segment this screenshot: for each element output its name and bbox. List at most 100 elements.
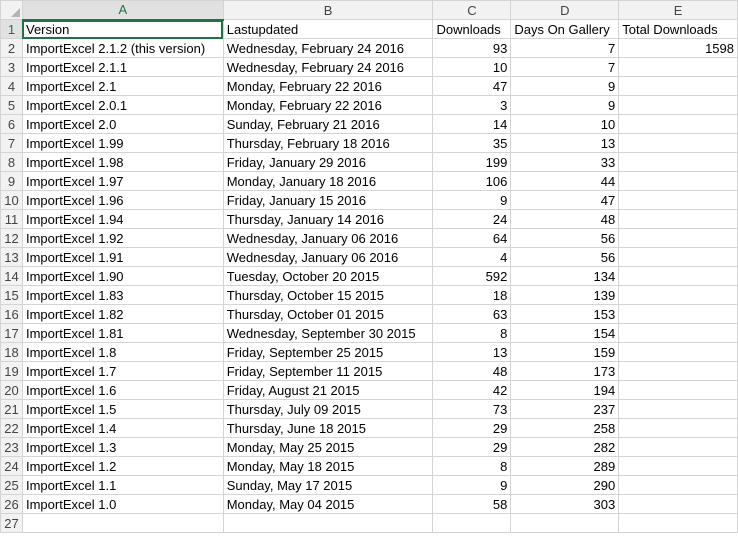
cell-lastupdated[interactable]: Friday, August 21 2015 <box>222 380 434 400</box>
cell-empty[interactable] <box>618 114 738 134</box>
cell-version[interactable]: ImportExcel 1.1 <box>21 475 224 495</box>
cell-days-on-gallery[interactable]: 9 <box>510 95 620 115</box>
cell-empty[interactable] <box>432 513 512 533</box>
cell-version[interactable]: ImportExcel 1.83 <box>21 285 224 305</box>
column-header-a[interactable]: A <box>21 0 224 21</box>
cell-empty[interactable] <box>618 247 738 267</box>
cell-lastupdated[interactable]: Tuesday, October 20 2015 <box>222 266 434 286</box>
cell-lastupdated[interactable]: Wednesday, February 24 2016 <box>222 38 434 58</box>
worksheet-grid[interactable]: A B C D E 1 Version Lastupdated Download… <box>0 0 738 533</box>
cell-days-on-gallery[interactable]: 153 <box>510 304 620 324</box>
cell-lastupdated-header[interactable]: Lastupdated <box>222 19 434 39</box>
row-header[interactable]: 22 <box>0 418 23 438</box>
row-header[interactable]: 20 <box>0 380 23 400</box>
cell-days-on-gallery[interactable]: 7 <box>510 38 620 58</box>
cell-lastupdated[interactable]: Thursday, July 09 2015 <box>222 399 434 419</box>
cell-empty[interactable] <box>618 380 738 400</box>
cell-downloads[interactable]: 93 <box>432 38 512 58</box>
cell-empty[interactable] <box>618 190 738 210</box>
cell-empty[interactable] <box>618 95 738 115</box>
cell-empty[interactable] <box>618 361 738 381</box>
cell-version[interactable]: ImportExcel 2.1.2 (this version) <box>21 38 224 58</box>
cell-days-on-gallery[interactable]: 7 <box>510 57 620 77</box>
cell-downloads[interactable]: 14 <box>432 114 512 134</box>
cell-downloads[interactable]: 47 <box>432 76 512 96</box>
cell-downloads[interactable]: 13 <box>432 342 512 362</box>
cell-empty[interactable] <box>510 513 620 533</box>
cell-lastupdated[interactable]: Friday, January 29 2016 <box>222 152 434 172</box>
row-header[interactable]: 21 <box>0 399 23 419</box>
cell-downloads[interactable]: 24 <box>432 209 512 229</box>
cell-empty[interactable] <box>618 437 738 457</box>
cell-downloads[interactable]: 29 <box>432 437 512 457</box>
cell-lastupdated[interactable]: Sunday, February 21 2016 <box>222 114 434 134</box>
cell-total-header[interactable]: Total Downloads <box>618 19 738 39</box>
cell-downloads[interactable]: 199 <box>432 152 512 172</box>
row-header[interactable]: 3 <box>0 57 23 77</box>
cell-version[interactable]: ImportExcel 1.94 <box>21 209 224 229</box>
cell-downloads[interactable]: 29 <box>432 418 512 438</box>
cell-lastupdated[interactable]: Wednesday, September 30 2015 <box>222 323 434 343</box>
cell-days-on-gallery[interactable]: 194 <box>510 380 620 400</box>
row-header[interactable]: 7 <box>0 133 23 153</box>
cell-lastupdated[interactable]: Monday, May 04 2015 <box>222 494 434 514</box>
cell-version[interactable]: ImportExcel 1.3 <box>21 437 224 457</box>
row-header[interactable]: 1 <box>0 19 23 39</box>
row-header[interactable]: 24 <box>0 456 23 476</box>
row-header[interactable]: 5 <box>0 95 23 115</box>
cell-version[interactable]: ImportExcel 1.5 <box>21 399 224 419</box>
cell-downloads[interactable]: 592 <box>432 266 512 286</box>
cell-days-on-gallery[interactable]: 290 <box>510 475 620 495</box>
cell-downloads[interactable]: 8 <box>432 323 512 343</box>
cell-downloads[interactable]: 9 <box>432 190 512 210</box>
row-header[interactable]: 10 <box>0 190 23 210</box>
cell-version[interactable]: ImportExcel 1.8 <box>21 342 224 362</box>
cell-lastupdated[interactable]: Thursday, January 14 2016 <box>222 209 434 229</box>
cell-downloads[interactable]: 10 <box>432 57 512 77</box>
cell-empty[interactable] <box>618 228 738 248</box>
cell-empty[interactable] <box>618 418 738 438</box>
cell-days-on-gallery[interactable]: 139 <box>510 285 620 305</box>
cell-days-on-gallery[interactable]: 303 <box>510 494 620 514</box>
cell-downloads[interactable]: 73 <box>432 399 512 419</box>
row-header[interactable]: 4 <box>0 76 23 96</box>
cell-days-on-gallery[interactable]: 237 <box>510 399 620 419</box>
cell-downloads[interactable]: 64 <box>432 228 512 248</box>
cell-version[interactable]: ImportExcel 1.92 <box>21 228 224 248</box>
cell-lastupdated[interactable]: Monday, May 18 2015 <box>222 456 434 476</box>
cell-version[interactable]: ImportExcel 2.0.1 <box>21 95 224 115</box>
cell-empty[interactable] <box>618 209 738 229</box>
cell-version[interactable]: ImportExcel 1.96 <box>21 190 224 210</box>
column-header-e[interactable]: E <box>618 0 738 20</box>
cell-version[interactable]: ImportExcel 2.1 <box>21 76 224 96</box>
cell-lastupdated[interactable]: Wednesday, February 24 2016 <box>222 57 434 77</box>
cell-days-on-gallery[interactable]: 44 <box>510 171 620 191</box>
cell-empty[interactable] <box>618 266 738 286</box>
cell-empty[interactable] <box>618 513 738 533</box>
row-header[interactable]: 14 <box>0 266 23 286</box>
row-header[interactable]: 17 <box>0 323 23 343</box>
cell-empty[interactable] <box>618 152 738 172</box>
cell-lastupdated[interactable]: Sunday, May 17 2015 <box>222 475 434 495</box>
cell-days-on-gallery[interactable]: 289 <box>510 456 620 476</box>
cell-empty[interactable] <box>618 323 738 343</box>
cell-lastupdated[interactable]: Thursday, February 18 2016 <box>222 133 434 153</box>
cell-lastupdated[interactable]: Thursday, October 15 2015 <box>222 285 434 305</box>
cell-lastupdated[interactable]: Thursday, October 01 2015 <box>222 304 434 324</box>
cell-lastupdated[interactable]: Thursday, June 18 2015 <box>222 418 434 438</box>
column-header-d[interactable]: D <box>510 0 620 20</box>
cell-empty[interactable] <box>618 304 738 324</box>
row-header[interactable]: 13 <box>0 247 23 267</box>
column-header-b[interactable]: B <box>222 0 434 20</box>
cell-lastupdated[interactable]: Monday, January 18 2016 <box>222 171 434 191</box>
cell-downloads[interactable]: 4 <box>432 247 512 267</box>
cell-days-on-gallery[interactable]: 154 <box>510 323 620 343</box>
cell-version[interactable]: ImportExcel 1.82 <box>21 304 224 324</box>
cell-empty[interactable] <box>222 513 434 533</box>
cell-total-downloads[interactable]: 1598 <box>618 38 738 58</box>
cell-empty[interactable] <box>618 57 738 77</box>
row-header[interactable]: 26 <box>0 494 23 514</box>
cell-downloads[interactable]: 8 <box>432 456 512 476</box>
cell-days-on-gallery[interactable]: 173 <box>510 361 620 381</box>
